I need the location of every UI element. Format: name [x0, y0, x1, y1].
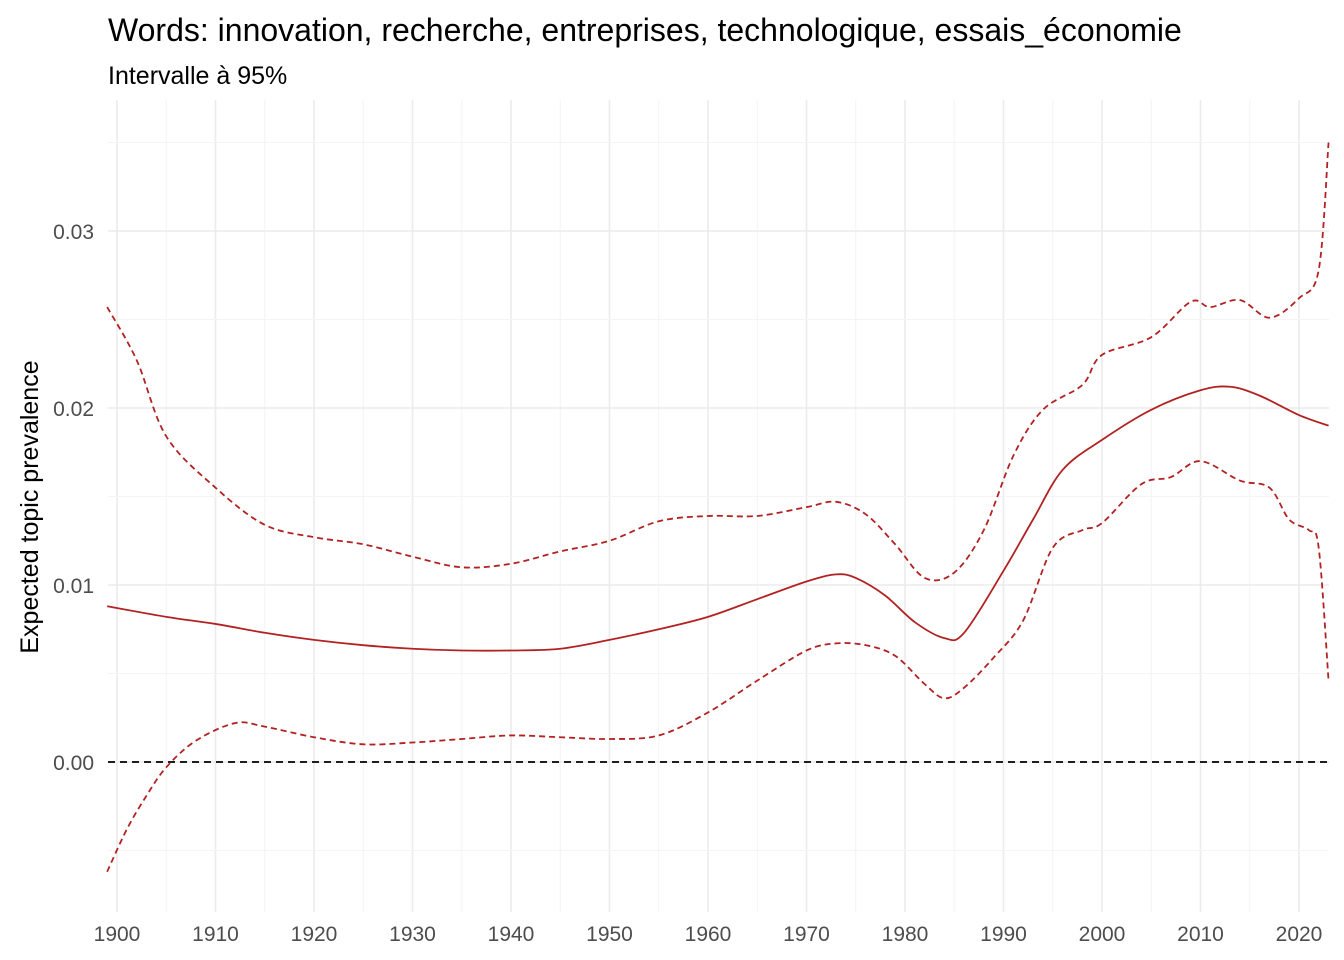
y-tick-label: 0.00: [53, 752, 94, 775]
x-tick-label: 2010: [1177, 923, 1224, 946]
x-tick-label: 2000: [1079, 923, 1126, 946]
chart-subtitle: Intervalle à 95%: [108, 62, 287, 90]
x-tick-label: 1960: [685, 923, 732, 946]
x-tick-label: 1920: [291, 923, 338, 946]
x-tick-label: 1980: [882, 923, 929, 946]
grid: [108, 100, 1329, 912]
y-axis-label: Expected topic prevalence: [16, 360, 44, 653]
x-tick-label: 1970: [783, 923, 830, 946]
x-axis-ticks: 1900 1910 1920 1930 1940 1950 1960 1970 1980 1990…: [94, 923, 1323, 946]
y-axis-ticks: 0.00 0.01 0.02 0.03: [53, 221, 94, 775]
y-tick-label: 0.01: [53, 575, 94, 598]
series-line-mean: [106, 385, 1329, 652]
chart-title: Words: innovation, recherche, entreprise…: [108, 12, 1182, 48]
x-tick-label: 1990: [980, 923, 1027, 946]
x-tick-label: 1910: [192, 923, 239, 946]
y-tick-label: 0.03: [53, 221, 94, 244]
x-tick-label: 2020: [1276, 923, 1323, 946]
series-line-upper-95-: [106, 142, 1330, 582]
x-tick-label: 1900: [94, 923, 141, 946]
y-tick-label: 0.02: [53, 398, 94, 421]
series-layer: [106, 142, 1330, 873]
x-tick-label: 1950: [586, 923, 633, 946]
x-tick-label: 1940: [488, 923, 535, 946]
x-tick-label: 1930: [389, 923, 436, 946]
series-line-lower-95-: [106, 460, 1330, 873]
